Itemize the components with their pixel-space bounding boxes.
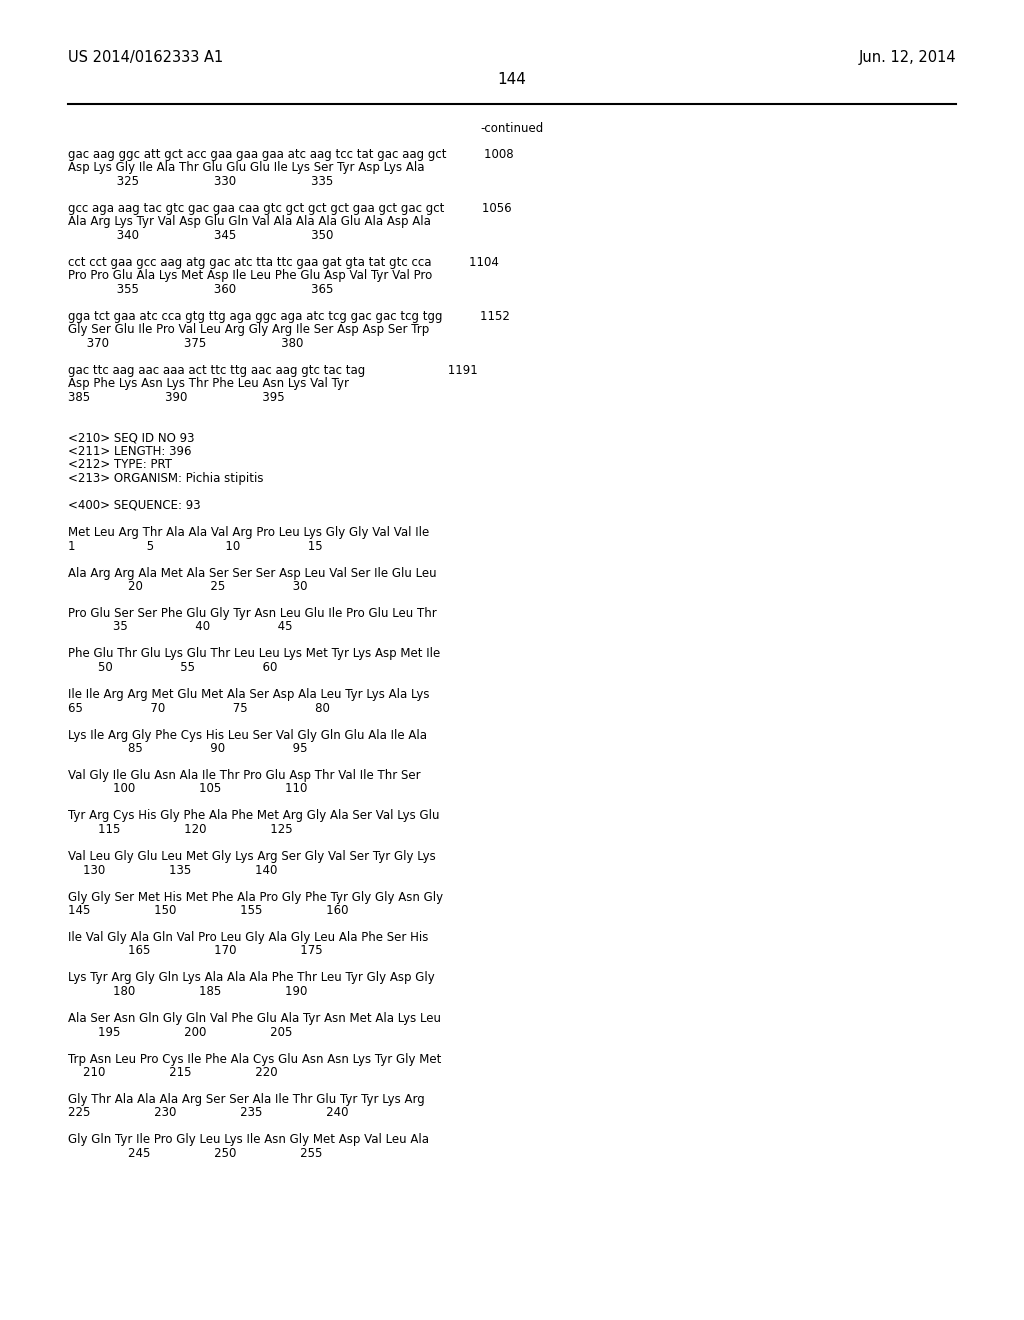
- Text: Phe Glu Thr Glu Lys Glu Thr Leu Leu Lys Met Tyr Lys Asp Met Ile: Phe Glu Thr Glu Lys Glu Thr Leu Leu Lys …: [68, 648, 440, 660]
- Text: 115                 120                 125: 115 120 125: [68, 822, 293, 836]
- Text: 100                 105                 110: 100 105 110: [68, 783, 307, 796]
- Text: 165                 170                 175: 165 170 175: [68, 945, 323, 957]
- Text: Val Leu Gly Glu Leu Met Gly Lys Arg Ser Gly Val Ser Tyr Gly Lys: Val Leu Gly Glu Leu Met Gly Lys Arg Ser …: [68, 850, 436, 863]
- Text: Met Leu Arg Thr Ala Ala Val Arg Pro Leu Lys Gly Gly Val Val Ile: Met Leu Arg Thr Ala Ala Val Arg Pro Leu …: [68, 525, 429, 539]
- Text: <400> SEQUENCE: 93: <400> SEQUENCE: 93: [68, 499, 201, 512]
- Text: 325                    330                    335: 325 330 335: [68, 176, 333, 187]
- Text: Gly Ser Glu Ile Pro Val Leu Arg Gly Arg Ile Ser Asp Asp Ser Trp: Gly Ser Glu Ile Pro Val Leu Arg Gly Arg …: [68, 323, 429, 337]
- Text: Ala Arg Arg Ala Met Ala Ser Ser Ser Asp Leu Val Ser Ile Glu Leu: Ala Arg Arg Ala Met Ala Ser Ser Ser Asp …: [68, 566, 436, 579]
- Text: Tyr Arg Cys His Gly Phe Ala Phe Met Arg Gly Ala Ser Val Lys Glu: Tyr Arg Cys His Gly Phe Ala Phe Met Arg …: [68, 809, 439, 822]
- Text: <212> TYPE: PRT: <212> TYPE: PRT: [68, 458, 172, 471]
- Text: Pro Glu Ser Ser Phe Glu Gly Tyr Asn Leu Glu Ile Pro Glu Leu Thr: Pro Glu Ser Ser Phe Glu Gly Tyr Asn Leu …: [68, 607, 437, 620]
- Text: Ala Arg Lys Tyr Val Asp Glu Gln Val Ala Ala Ala Glu Ala Asp Ala: Ala Arg Lys Tyr Val Asp Glu Gln Val Ala …: [68, 215, 431, 228]
- Text: Gly Gln Tyr Ile Pro Gly Leu Lys Ile Asn Gly Met Asp Val Leu Ala: Gly Gln Tyr Ile Pro Gly Leu Lys Ile Asn …: [68, 1134, 429, 1147]
- Text: -continued: -continued: [480, 121, 544, 135]
- Text: Jun. 12, 2014: Jun. 12, 2014: [858, 50, 956, 65]
- Text: 20                  25                  30: 20 25 30: [68, 579, 307, 593]
- Text: gcc aga aag tac gtc gac gaa caa gtc gct gct gct gaa gct gac gct          1056: gcc aga aag tac gtc gac gaa caa gtc gct …: [68, 202, 512, 215]
- Text: 195                 200                 205: 195 200 205: [68, 1026, 293, 1039]
- Text: Asp Phe Lys Asn Lys Thr Phe Leu Asn Lys Val Tyr: Asp Phe Lys Asn Lys Thr Phe Leu Asn Lys …: [68, 378, 349, 391]
- Text: 65                  70                  75                  80: 65 70 75 80: [68, 701, 330, 714]
- Text: Lys Tyr Arg Gly Gln Lys Ala Ala Ala Phe Thr Leu Tyr Gly Asp Gly: Lys Tyr Arg Gly Gln Lys Ala Ala Ala Phe …: [68, 972, 435, 985]
- Text: 130                 135                 140: 130 135 140: [68, 863, 278, 876]
- Text: <211> LENGTH: 396: <211> LENGTH: 396: [68, 445, 191, 458]
- Text: 355                    360                    365: 355 360 365: [68, 282, 334, 296]
- Text: Gly Gly Ser Met His Met Phe Ala Pro Gly Phe Tyr Gly Gly Asn Gly: Gly Gly Ser Met His Met Phe Ala Pro Gly …: [68, 891, 443, 903]
- Text: 385                    390                    395: 385 390 395: [68, 391, 285, 404]
- Text: Ile Val Gly Ala Gln Val Pro Leu Gly Ala Gly Leu Ala Phe Ser His: Ile Val Gly Ala Gln Val Pro Leu Gly Ala …: [68, 931, 428, 944]
- Text: Ile Ile Arg Arg Met Glu Met Ala Ser Asp Ala Leu Tyr Lys Ala Lys: Ile Ile Arg Arg Met Glu Met Ala Ser Asp …: [68, 688, 429, 701]
- Text: <213> ORGANISM: Pichia stipitis: <213> ORGANISM: Pichia stipitis: [68, 473, 263, 484]
- Text: 35                  40                  45: 35 40 45: [68, 620, 293, 634]
- Text: 180                 185                 190: 180 185 190: [68, 985, 307, 998]
- Text: gga tct gaa atc cca gtg ttg aga ggc aga atc tcg gac gac tcg tgg          1152: gga tct gaa atc cca gtg ttg aga ggc aga …: [68, 310, 510, 323]
- Text: 370                    375                    380: 370 375 380: [68, 337, 303, 350]
- Text: Val Gly Ile Glu Asn Ala Ile Thr Pro Glu Asp Thr Val Ile Thr Ser: Val Gly Ile Glu Asn Ala Ile Thr Pro Glu …: [68, 770, 421, 781]
- Text: 210                 215                 220: 210 215 220: [68, 1067, 278, 1078]
- Text: <210> SEQ ID NO 93: <210> SEQ ID NO 93: [68, 432, 195, 445]
- Text: Trp Asn Leu Pro Cys Ile Phe Ala Cys Glu Asn Asn Lys Tyr Gly Met: Trp Asn Leu Pro Cys Ile Phe Ala Cys Glu …: [68, 1052, 441, 1065]
- Text: Pro Pro Glu Ala Lys Met Asp Ile Leu Phe Glu Asp Val Tyr Val Pro: Pro Pro Glu Ala Lys Met Asp Ile Leu Phe …: [68, 269, 432, 282]
- Text: gac aag ggc att gct acc gaa gaa gaa atc aag tcc tat gac aag gct          1008: gac aag ggc att gct acc gaa gaa gaa atc …: [68, 148, 514, 161]
- Text: gac ttc aag aac aaa act ttc ttg aac aag gtc tac tag                      1191: gac ttc aag aac aaa act ttc ttg aac aag …: [68, 364, 478, 378]
- Text: Asp Lys Gly Ile Ala Thr Glu Glu Glu Ile Lys Ser Tyr Asp Lys Ala: Asp Lys Gly Ile Ala Thr Glu Glu Glu Ile …: [68, 161, 425, 174]
- Text: 145                 150                 155                 160: 145 150 155 160: [68, 904, 348, 917]
- Text: 225                 230                 235                 240: 225 230 235 240: [68, 1106, 348, 1119]
- Text: 245                 250                 255: 245 250 255: [68, 1147, 323, 1160]
- Text: Ala Ser Asn Gln Gly Gln Val Phe Glu Ala Tyr Asn Met Ala Lys Leu: Ala Ser Asn Gln Gly Gln Val Phe Glu Ala …: [68, 1012, 441, 1026]
- Text: Lys Ile Arg Gly Phe Cys His Leu Ser Val Gly Gln Glu Ala Ile Ala: Lys Ile Arg Gly Phe Cys His Leu Ser Val …: [68, 729, 427, 742]
- Text: cct cct gaa gcc aag atg gac atc tta ttc gaa gat gta tat gtc cca          1104: cct cct gaa gcc aag atg gac atc tta ttc …: [68, 256, 499, 269]
- Text: 144: 144: [498, 73, 526, 87]
- Text: US 2014/0162333 A1: US 2014/0162333 A1: [68, 50, 223, 65]
- Text: 50                  55                  60: 50 55 60: [68, 661, 278, 675]
- Text: 85                  90                  95: 85 90 95: [68, 742, 307, 755]
- Text: Gly Thr Ala Ala Ala Arg Ser Ser Ala Ile Thr Glu Tyr Tyr Lys Arg: Gly Thr Ala Ala Ala Arg Ser Ser Ala Ile …: [68, 1093, 425, 1106]
- Text: 1                   5                   10                  15: 1 5 10 15: [68, 540, 323, 553]
- Text: 340                    345                    350: 340 345 350: [68, 228, 334, 242]
